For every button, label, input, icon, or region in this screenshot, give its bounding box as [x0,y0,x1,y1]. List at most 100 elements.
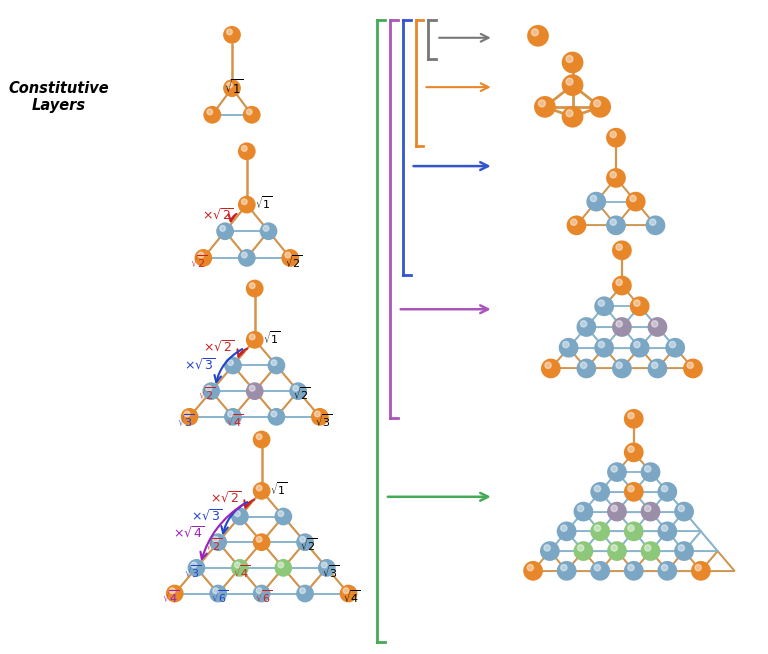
Circle shape [678,545,684,551]
Circle shape [281,249,299,267]
Circle shape [634,300,640,306]
Circle shape [250,283,255,288]
Circle shape [612,241,632,260]
Circle shape [220,226,226,232]
Circle shape [647,358,667,378]
Circle shape [616,279,622,286]
Circle shape [627,413,634,419]
Circle shape [607,502,627,521]
Circle shape [257,485,262,491]
Circle shape [274,559,292,577]
Circle shape [641,502,660,521]
Circle shape [616,244,622,250]
Text: $\times\sqrt{2}$: $\times\sqrt{2}$ [210,490,242,506]
Circle shape [587,192,606,211]
Circle shape [217,222,234,240]
Circle shape [574,542,593,561]
Circle shape [293,385,299,391]
Circle shape [166,585,184,602]
Circle shape [250,334,255,340]
Circle shape [695,564,701,571]
Circle shape [311,408,329,426]
Circle shape [538,100,545,107]
Circle shape [651,362,658,368]
Circle shape [296,585,314,602]
Circle shape [527,564,534,571]
Circle shape [238,249,256,267]
Circle shape [170,588,175,594]
Circle shape [606,168,626,188]
Circle shape [563,341,569,348]
Circle shape [206,385,212,391]
Circle shape [300,536,306,542]
Circle shape [607,462,627,482]
Circle shape [231,559,249,577]
Text: $\sqrt{2}$: $\sqrt{2}$ [285,253,303,270]
Circle shape [213,588,219,594]
Circle shape [561,564,567,571]
Circle shape [227,411,233,417]
Circle shape [626,192,646,211]
Circle shape [561,52,584,73]
Text: $\sqrt{3}$: $\sqrt{3}$ [315,412,333,429]
Circle shape [627,446,634,453]
Circle shape [278,562,283,568]
Circle shape [611,506,617,511]
Circle shape [571,219,577,226]
Circle shape [630,196,636,201]
Circle shape [203,383,220,400]
Circle shape [616,320,622,327]
Circle shape [581,320,587,327]
Circle shape [290,383,307,400]
Text: $\times\sqrt{4}$: $\times\sqrt{4}$ [173,526,204,542]
Circle shape [210,585,227,602]
Circle shape [657,521,677,542]
Circle shape [611,545,617,551]
Circle shape [650,219,656,226]
Circle shape [687,362,694,368]
Circle shape [250,385,255,391]
Circle shape [557,561,577,581]
Circle shape [591,521,610,542]
Circle shape [574,502,593,521]
Circle shape [630,338,650,358]
Circle shape [674,502,694,521]
Circle shape [231,508,249,525]
Circle shape [641,462,660,482]
Circle shape [198,252,204,258]
Circle shape [315,411,320,417]
Circle shape [612,317,632,337]
Circle shape [566,56,573,62]
Circle shape [581,362,587,368]
Text: $\sqrt{6}$: $\sqrt{6}$ [211,589,229,606]
Text: $\sqrt{3}$: $\sqrt{3}$ [184,563,201,579]
Circle shape [246,331,263,349]
Text: $\sqrt{1}$: $\sqrt{1}$ [270,480,287,497]
Circle shape [241,252,247,258]
Circle shape [296,533,314,551]
Text: $\sqrt{4}$: $\sqrt{4}$ [343,589,362,606]
Circle shape [657,561,677,581]
Circle shape [257,588,262,594]
Circle shape [227,360,233,366]
Circle shape [227,29,233,35]
Circle shape [598,341,604,348]
Circle shape [531,29,538,36]
Text: $\sqrt{1}$: $\sqrt{1}$ [255,194,273,211]
Circle shape [191,562,197,568]
Circle shape [241,199,247,205]
Circle shape [678,506,684,511]
Circle shape [577,317,596,337]
Circle shape [253,482,270,500]
Circle shape [271,360,276,366]
Circle shape [271,411,276,417]
Circle shape [661,525,667,531]
Circle shape [591,561,610,581]
Circle shape [610,131,617,138]
Circle shape [274,508,292,525]
Circle shape [523,561,543,581]
Circle shape [567,215,587,235]
Text: $\sqrt{2}$: $\sqrt{2}$ [300,536,318,553]
Text: $\times\sqrt{3}$: $\times\sqrt{3}$ [190,508,222,523]
Circle shape [594,485,601,492]
